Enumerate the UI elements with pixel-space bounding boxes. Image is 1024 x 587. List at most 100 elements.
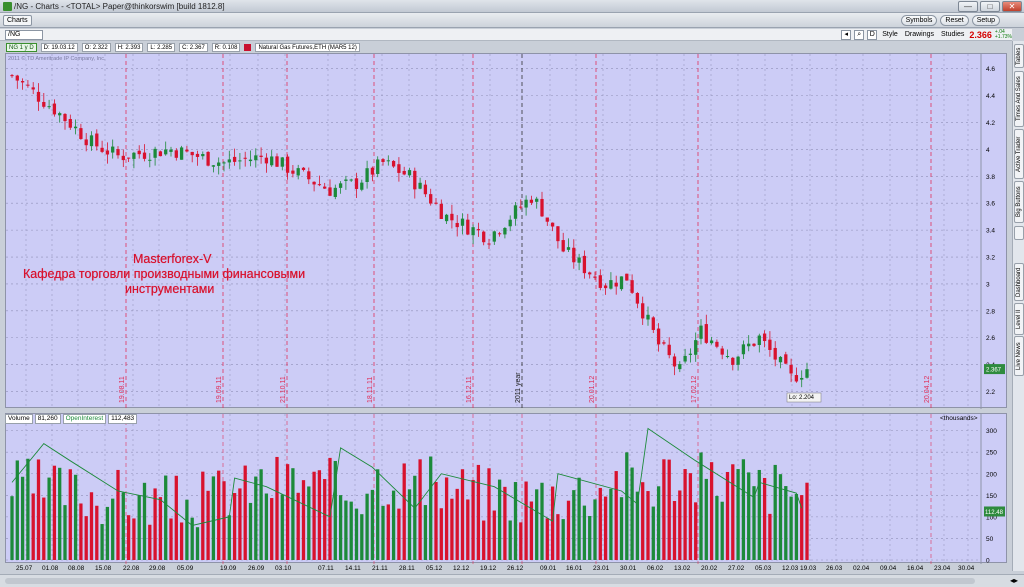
side-tab[interactable] bbox=[1014, 226, 1024, 240]
candle-body bbox=[195, 153, 200, 157]
candle-body bbox=[455, 222, 459, 228]
candle-body bbox=[222, 162, 226, 164]
candle-body bbox=[280, 157, 284, 167]
copyright-text: 2011 © TD Ameritrade IP Company, Inc. bbox=[8, 56, 106, 62]
expiry-label: 19.09.11 bbox=[216, 376, 223, 403]
horizontal-scrollbar[interactable] bbox=[5, 578, 975, 584]
studies-button[interactable]: Studies bbox=[941, 31, 965, 38]
volume-bar bbox=[508, 520, 512, 560]
volume-bar bbox=[672, 501, 677, 560]
candle-body bbox=[482, 231, 486, 243]
volume-bar bbox=[36, 459, 41, 560]
candle-body bbox=[58, 113, 62, 116]
volume-bar bbox=[132, 518, 136, 560]
candle-body bbox=[609, 280, 613, 289]
volume-value: 81,260 bbox=[34, 414, 61, 424]
side-tab[interactable]: Dashboard bbox=[1014, 263, 1024, 301]
candle-body bbox=[338, 183, 343, 188]
candle-body bbox=[206, 151, 210, 166]
volume-bar bbox=[635, 491, 640, 560]
candle-body bbox=[471, 227, 475, 236]
expiry-label: 21.10.11 bbox=[280, 376, 287, 403]
candle-body bbox=[773, 347, 777, 360]
volume-bar bbox=[301, 480, 306, 560]
volume-bar bbox=[651, 506, 655, 560]
volume-bar bbox=[391, 490, 396, 560]
candle-body bbox=[301, 167, 306, 170]
candle-body bbox=[561, 240, 565, 252]
side-tab[interactable]: Active Trader bbox=[1014, 129, 1024, 179]
time-tick-label: 01.08 bbox=[42, 565, 59, 572]
side-tab[interactable]: Times And Sales bbox=[1014, 71, 1024, 127]
volume-bar bbox=[444, 477, 449, 560]
candle-body bbox=[254, 155, 258, 161]
volume-bar bbox=[418, 459, 422, 560]
side-tab[interactable]: Tables bbox=[1014, 44, 1024, 68]
candle-body bbox=[667, 344, 671, 356]
candle-body bbox=[164, 149, 168, 155]
minimize-button[interactable]: — bbox=[958, 1, 978, 12]
volume-bar bbox=[15, 460, 19, 560]
price-chart-panel[interactable]: 4.64.44.243.83.63.43.232.82.62.42.219.08… bbox=[5, 53, 1007, 409]
volume-bar bbox=[296, 492, 300, 560]
timeframe-tag[interactable]: NG 1 y D bbox=[6, 43, 37, 52]
volume-bar bbox=[460, 469, 465, 560]
series-color-swatch bbox=[244, 44, 252, 51]
volume-bar bbox=[503, 486, 507, 560]
symbol-input[interactable]: /NG bbox=[5, 30, 43, 40]
volume-bar bbox=[365, 493, 369, 560]
volume-panel[interactable]: 300 250 200 150 100 50 0 112.48 bbox=[5, 413, 1007, 565]
setup-button[interactable]: Setup bbox=[971, 15, 1000, 26]
candle-body bbox=[460, 218, 465, 226]
volume-bar bbox=[79, 503, 83, 560]
price-tick-label: 3 bbox=[986, 281, 990, 288]
side-tab[interactable]: Live News bbox=[1014, 336, 1024, 376]
volume-bar bbox=[386, 504, 390, 560]
volume-bar bbox=[227, 515, 231, 560]
period-button[interactable]: D bbox=[867, 30, 878, 40]
style-button[interactable]: Style bbox=[882, 31, 898, 38]
candle-body bbox=[656, 328, 661, 345]
last-price: 2.366 bbox=[969, 30, 992, 40]
close-button[interactable]: ✕ bbox=[1002, 1, 1022, 12]
time-axis[interactable]: 25.07 01.08 08.08 15.08 22.08 29.08 05.09 19.09… bbox=[5, 563, 1007, 573]
price-tick-label: 3.4 bbox=[986, 228, 995, 235]
candle-body bbox=[556, 226, 560, 242]
volume-bar bbox=[731, 464, 735, 560]
candle-body bbox=[800, 377, 804, 380]
volume-bar bbox=[222, 481, 226, 560]
volume-bar bbox=[646, 491, 650, 560]
drawings-button[interactable]: Drawings bbox=[904, 31, 934, 38]
candle-body bbox=[476, 229, 481, 231]
side-tab[interactable]: Level II bbox=[1014, 303, 1024, 335]
volume-bar bbox=[95, 505, 99, 560]
charts-tab-button[interactable]: Charts bbox=[3, 15, 32, 26]
volume-bar bbox=[137, 495, 141, 560]
maximize-button[interactable]: □ bbox=[980, 1, 1000, 12]
expiry-label: 16.12.11 bbox=[466, 376, 473, 403]
candle-body bbox=[264, 157, 269, 164]
volume-bar bbox=[741, 459, 746, 560]
zoom-arrows-icon[interactable]: ◂▸ bbox=[1009, 576, 1018, 585]
candle-body bbox=[227, 159, 231, 163]
price-tick-label: 4.4 bbox=[986, 93, 995, 100]
symbols-button[interactable]: Symbols bbox=[900, 15, 938, 26]
volume-bar bbox=[211, 476, 216, 560]
side-tab[interactable]: Big Buttons bbox=[1014, 181, 1024, 223]
volume-bar bbox=[349, 501, 353, 560]
volume-bar bbox=[323, 479, 327, 560]
volume-bar bbox=[174, 475, 178, 560]
left-arrow-icon[interactable]: ◂ bbox=[841, 30, 852, 40]
candle-body bbox=[566, 247, 571, 250]
volume-tick-label: 300 bbox=[986, 428, 997, 435]
volume-bar bbox=[566, 500, 571, 560]
volume-bar bbox=[699, 452, 703, 560]
volume-bar bbox=[773, 464, 777, 560]
volume-bar bbox=[238, 488, 242, 560]
low-value: L: 2.285 bbox=[147, 43, 176, 52]
reset-button[interactable]: Reset bbox=[940, 15, 969, 26]
time-tick-label: 07.11 bbox=[318, 565, 334, 572]
annotation-line-2: Кафедра торговли производными финансовым… bbox=[23, 267, 306, 281]
search-icon[interactable]: ⌕ bbox=[854, 30, 865, 40]
time-tick-label: 12.03 bbox=[782, 565, 799, 572]
